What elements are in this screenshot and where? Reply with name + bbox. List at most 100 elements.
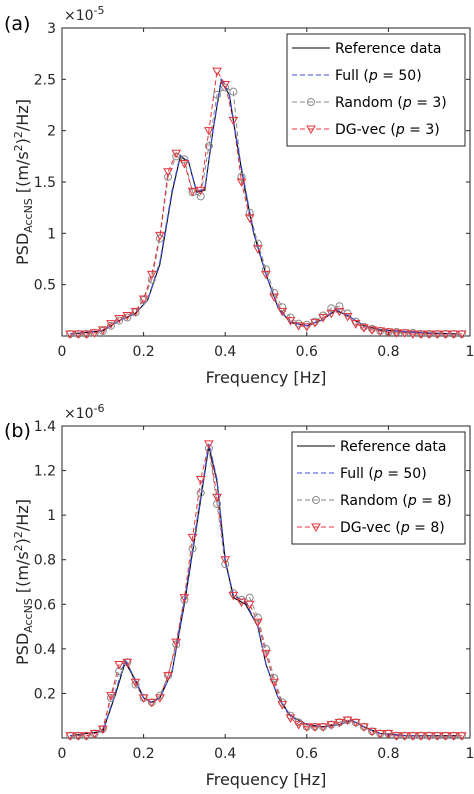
dgvec-point-b-20 <box>228 591 239 601</box>
dgvec-point-a-38 <box>375 327 386 336</box>
plot-area-b <box>61 425 471 739</box>
legend-label-reference-a: Reference data <box>335 41 441 57</box>
legend-marker-dgvec-b <box>311 523 321 533</box>
random-point-a-24 <box>262 265 270 274</box>
dgvec-point-a-24 <box>261 270 271 280</box>
dgvec-point-a-47 <box>448 330 459 339</box>
dgvec-point-b-19 <box>220 556 231 565</box>
dgvec-point-b-37 <box>367 727 377 737</box>
random-point-a-37 <box>368 324 377 333</box>
dgvec-point-b-14 <box>179 594 190 603</box>
legend-b: Reference data Full (p = 50) Random (p = 8… <box>291 431 466 545</box>
dgvec-point-a-9 <box>138 295 149 305</box>
dgvec-point-a-17 <box>204 127 214 136</box>
x-tick-label-a-3: 0.6 <box>296 344 318 360</box>
dgvec-point-b-23 <box>252 618 263 628</box>
dgvec-point-b-16 <box>195 475 206 485</box>
random-point-b-15 <box>188 544 197 553</box>
dgvec-point-a-7 <box>122 311 133 321</box>
y-tick-label-b-3: 0.6 <box>34 597 56 613</box>
random-point-b-13 <box>172 640 181 649</box>
random-point-a-14 <box>180 155 189 164</box>
dgvec-point-a-48 <box>456 330 467 339</box>
dgvec-point-b-28 <box>293 721 304 730</box>
random-point-a-19 <box>221 83 230 92</box>
dgvec-point-a-39 <box>383 328 394 337</box>
legend-marker-random-b <box>312 496 320 504</box>
dgvec-point-b-43 <box>416 732 426 741</box>
random-point-b-14 <box>180 595 189 604</box>
legend-box-b <box>291 431 466 545</box>
random-point-b-24 <box>262 644 270 653</box>
y-tick-label-a-3: 1.5 <box>34 175 56 191</box>
legend-marker-dgvec-a <box>306 125 316 135</box>
legend-label-full-b: Full (p = 50) <box>340 466 427 482</box>
panel-a-chart: 0 0.2 0.4 0.6 0.8 1 0.5 1 1.5 2 2.5 3 ×10-5 (a) Freque… <box>4 4 474 387</box>
dgvec-point-a-19 <box>220 80 231 90</box>
panel-b-chart: 0 0.2 0.4 0.6 0.8 1 0.2 0.4 0.6 0.8 1 1.2 1.4 ×10-6 (b… <box>4 402 474 789</box>
random-point-a-30 <box>310 317 319 326</box>
dgvec-point-b-22 <box>244 600 255 610</box>
dgvec-point-b-29 <box>301 723 312 732</box>
random-point-b-23 <box>253 613 262 622</box>
x-axis-label-b: Frequency [Hz] <box>206 770 327 789</box>
dgvec-point-a-41 <box>399 329 410 338</box>
dgvec-point-a-11 <box>155 231 165 241</box>
dgvec-point-a-4 <box>97 326 108 335</box>
random-point-a-16 <box>196 192 205 201</box>
dgvec-point-a-10 <box>146 270 157 280</box>
random-point-b-19 <box>221 560 230 569</box>
dgvec-point-a-26 <box>277 307 288 317</box>
dgvec-point-a-40 <box>391 329 402 338</box>
random-point-a-12 <box>164 172 173 181</box>
dgvec-point-b-33 <box>334 718 345 728</box>
dgvec-point-b-8 <box>130 678 141 688</box>
panel-label-b: (b) <box>4 420 31 442</box>
random-point-a-33 <box>335 302 344 311</box>
dgvec-point-b-21 <box>236 598 247 608</box>
dgvec-point-a-2 <box>81 330 92 339</box>
dgvec-point-b-6 <box>114 660 124 670</box>
x-tick-label-a-5: 1 <box>466 344 474 360</box>
dgvec-point-b-2 <box>81 732 92 741</box>
dgvec-point-a-44 <box>424 330 435 339</box>
dgvec-point-b-10 <box>146 698 157 708</box>
dgvec-point-b-7 <box>122 658 133 668</box>
random-point-a-42 <box>408 328 417 337</box>
dgvec-point-b-26 <box>277 701 288 710</box>
dgvec-point-a-46 <box>440 330 451 339</box>
dgvec-point-a-35 <box>350 320 361 329</box>
dgvec-point-b-39 <box>383 730 394 739</box>
y-tick-label-b-6: 1.2 <box>34 464 56 480</box>
x-tick-label-b-3: 0.6 <box>296 746 318 762</box>
dgvec-point-b-18 <box>212 493 222 503</box>
dgvec-point-a-34 <box>342 312 353 322</box>
dgvec-point-a-3 <box>89 329 100 338</box>
dgvec-point-a-12 <box>163 168 173 177</box>
dgvec-point-b-34 <box>342 716 353 726</box>
legend-label-dgvec-a: DG-vec (p = 3) <box>335 122 440 138</box>
y-exponent-b: ×10-6 <box>64 402 105 422</box>
dgvec-point-b-38 <box>375 730 386 739</box>
random-point-a-7 <box>123 313 132 322</box>
x-tick-label-b-5: 1 <box>466 746 474 762</box>
dgvec-point-b-44 <box>424 732 435 741</box>
dgvec-point-b-13 <box>171 638 182 648</box>
dgvec-point-a-8 <box>130 307 141 317</box>
dgvec-point-a-27 <box>285 317 296 326</box>
random-point-a-22 <box>245 208 254 217</box>
random-point-a-10 <box>147 275 156 284</box>
random-point-b-25 <box>270 673 279 682</box>
x-tick-label-a-4: 0.8 <box>377 344 399 360</box>
random-point-a-25 <box>270 288 279 297</box>
y-exponent-a: ×10-5 <box>64 4 105 24</box>
x-tick-label-b-4: 0.8 <box>377 746 399 762</box>
dgvec-point-a-29 <box>301 323 312 332</box>
dgvec-point-a-14 <box>179 160 190 169</box>
dgvec-point-a-36 <box>359 324 369 333</box>
dgvec-point-b-36 <box>359 723 369 732</box>
y-tick-label-b-4: 0.8 <box>34 553 56 569</box>
dgvec-point-b-4 <box>97 725 108 735</box>
dgvec-point-b-9 <box>138 694 149 703</box>
y-tick-label-a-5: 2.5 <box>34 72 56 88</box>
